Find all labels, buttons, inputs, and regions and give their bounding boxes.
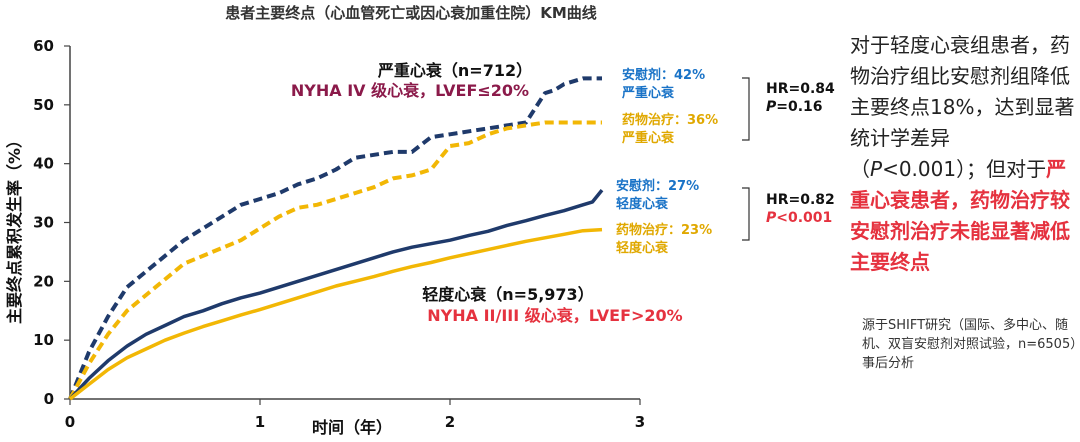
- y-tick-label: 20: [33, 272, 54, 290]
- x-tick-label: 1: [255, 413, 265, 431]
- series-line-3: [68, 189, 604, 401]
- series-layer: [68, 76, 604, 401]
- mild-drug-label-1: 药物治疗：23%: [616, 222, 712, 238]
- conclusion-p-italic: P: [870, 157, 883, 181]
- severe-drug-label-2: 严重心衰: [621, 130, 675, 146]
- conclusion-part-1: 对于轻度心衰组患者，药物治疗组比安慰剂组降低主要终点18%，达到显著统计学差异（: [850, 33, 1075, 181]
- y-tick-label: 0: [44, 390, 54, 408]
- mild-group-subtitle: NYHA II/III 级心衰，LVEF>20%: [427, 306, 682, 325]
- severe-group-subtitle: NYHA IV 级心衰，LVEF≤20%: [291, 81, 529, 100]
- chart-title: 患者主要终点（心血管死亡或因心衰加重住院）KM曲线: [225, 4, 597, 22]
- mild-group-title: 轻度心衰（n=5,973）: [422, 285, 593, 304]
- severe-hr-value: HR=0.84: [766, 81, 835, 97]
- series-line-1: [68, 76, 602, 400]
- severe-placebo-label-1: 安慰剂：42%: [622, 67, 705, 83]
- y-tick-label: 50: [33, 96, 54, 114]
- series-line-4: [68, 227, 603, 401]
- mild-hr-value: HR=0.82: [766, 192, 835, 208]
- severe-drug-label-1: 药物治疗：36%: [622, 112, 718, 128]
- y-axis-label: 主要终点累积发生率（%）: [5, 132, 24, 324]
- y-tick-label: 10: [33, 331, 54, 349]
- mild-placebo-label-1: 安慰剂：27%: [616, 178, 699, 194]
- km-chart: 患者主要终点（心血管死亡或因心衰加重住院）KM曲线 01020304050600…: [5, 4, 835, 437]
- conclusion-text: 对于轻度心衰组患者，药物治疗组比安慰剂组降低主要终点18%，达到显著统计学差异（…: [850, 30, 1075, 278]
- y-tick-label: 40: [33, 155, 54, 173]
- conclusion-highlight: 严重心衰患者，药物治疗较安慰剂治疗未能显著减低主要终点: [850, 157, 1070, 274]
- x-axis-label: 时间（年）: [312, 418, 392, 437]
- y-tick-label: 60: [33, 37, 54, 55]
- mild-drug-label-2: 轻度心衰: [616, 240, 669, 256]
- chart-axes: 0 10 20 30 40 50 60 0 1 2 3: [33, 37, 645, 431]
- source-note: 源于SHIFT研究（国际、多中心、随机、双盲安慰剂对照试验，n=6505）事后分…: [862, 318, 1077, 371]
- x-tick-label: 0: [65, 413, 75, 431]
- severe-group-title: 严重心衰（n=712）: [377, 61, 532, 80]
- x-tick-label: 3: [635, 413, 645, 431]
- mild-p-value: P<0.001: [766, 210, 832, 226]
- conclusion-part-2: <0.001）；但对于: [882, 157, 1047, 181]
- mild-placebo-label-2: 轻度心衰: [616, 196, 669, 212]
- severe-hr-bracket: [742, 77, 750, 141]
- mild-hr-bracket: [742, 187, 750, 241]
- series-line-2: [68, 120, 602, 400]
- x-tick-label: 2: [445, 413, 455, 431]
- y-tick-label: 30: [33, 214, 54, 232]
- severe-p-value: P=0.16: [766, 99, 823, 115]
- severe-placebo-label-2: 严重心衰: [621, 85, 675, 101]
